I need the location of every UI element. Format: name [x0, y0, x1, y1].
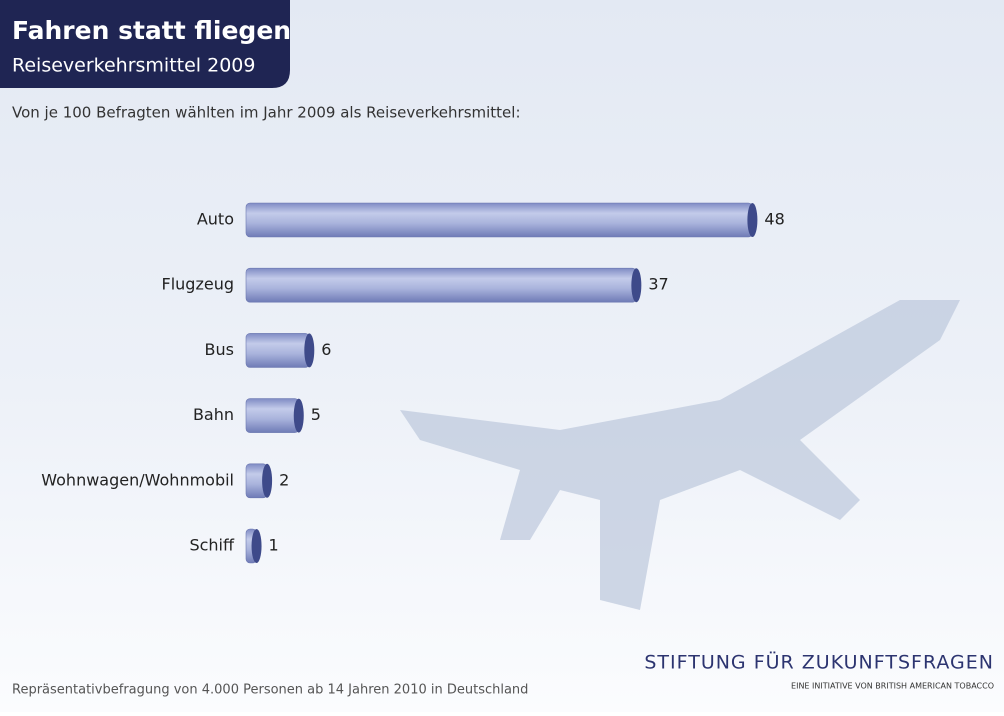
value-label: 37 [648, 275, 668, 294]
chart: Fahren statt fliegen Reiseverkehrsmittel… [0, 0, 1004, 712]
value-label: 6 [321, 340, 331, 359]
value-label: 48 [764, 210, 784, 229]
category-label: Wohnwagen/Wohnmobil [41, 470, 234, 489]
title: Fahren statt fliegen [12, 16, 291, 45]
brand: STIFTUNG FÜR ZUKUNFTSFRAGEN [644, 651, 994, 674]
category-label: Bus [205, 340, 234, 359]
bar-cap [252, 529, 262, 563]
value-label: 2 [279, 470, 289, 489]
category-label: Bahn [193, 405, 234, 424]
bar-cap [304, 333, 314, 367]
bar [246, 333, 309, 367]
bar [246, 268, 636, 302]
bar-cap [747, 203, 757, 237]
bar-cap [294, 399, 304, 433]
bar-cap [262, 464, 272, 498]
category-label: Schiff [189, 536, 235, 555]
brand-subtitle: EINE INITIATIVE VON BRITISH AMERICAN TOB… [791, 682, 994, 691]
description: Von je 100 Befragten wählten im Jahr 200… [12, 104, 521, 122]
page: {"chart_data": {"type": "bar", "orientat… [0, 0, 1004, 716]
category-label: Auto [197, 210, 234, 229]
subtitle: Reiseverkehrsmittel 2009 [12, 55, 255, 77]
value-label: 1 [269, 536, 279, 555]
category-label: Flugzeug [162, 275, 234, 294]
bar [246, 399, 299, 433]
bar [246, 203, 752, 237]
value-label: 5 [311, 405, 321, 424]
footnote: Repräsentativbefragung von 4.000 Persone… [12, 683, 528, 698]
bar-cap [631, 268, 641, 302]
